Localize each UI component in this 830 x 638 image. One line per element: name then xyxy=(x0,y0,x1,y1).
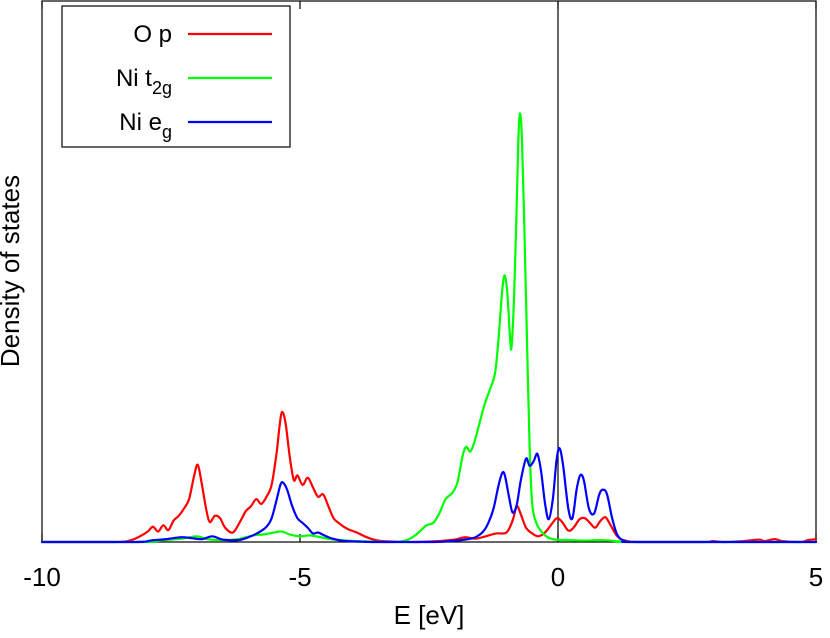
x-tick-label: 5 xyxy=(809,562,823,592)
series-line-ni-eg xyxy=(40,447,818,544)
x-tick-label: -10 xyxy=(23,562,61,592)
legend-box xyxy=(61,5,291,148)
series-line-o-p xyxy=(40,410,818,544)
x-axis-title: E [eV] xyxy=(394,600,465,630)
legend-label-subscript: g xyxy=(162,122,172,142)
x-tick-label: 0 xyxy=(551,562,565,592)
series-layer xyxy=(40,112,818,544)
y-axis-title: Density of states xyxy=(0,175,25,367)
x-ticks: -10 -5 0 5 xyxy=(23,1,823,592)
legend-label-subscript: 2g xyxy=(152,78,172,98)
legend-label: O p xyxy=(133,21,172,48)
series-line-ni-t2g xyxy=(40,112,818,544)
x-tick-label: -5 xyxy=(288,562,311,592)
legend-entry: O p xyxy=(133,21,272,48)
